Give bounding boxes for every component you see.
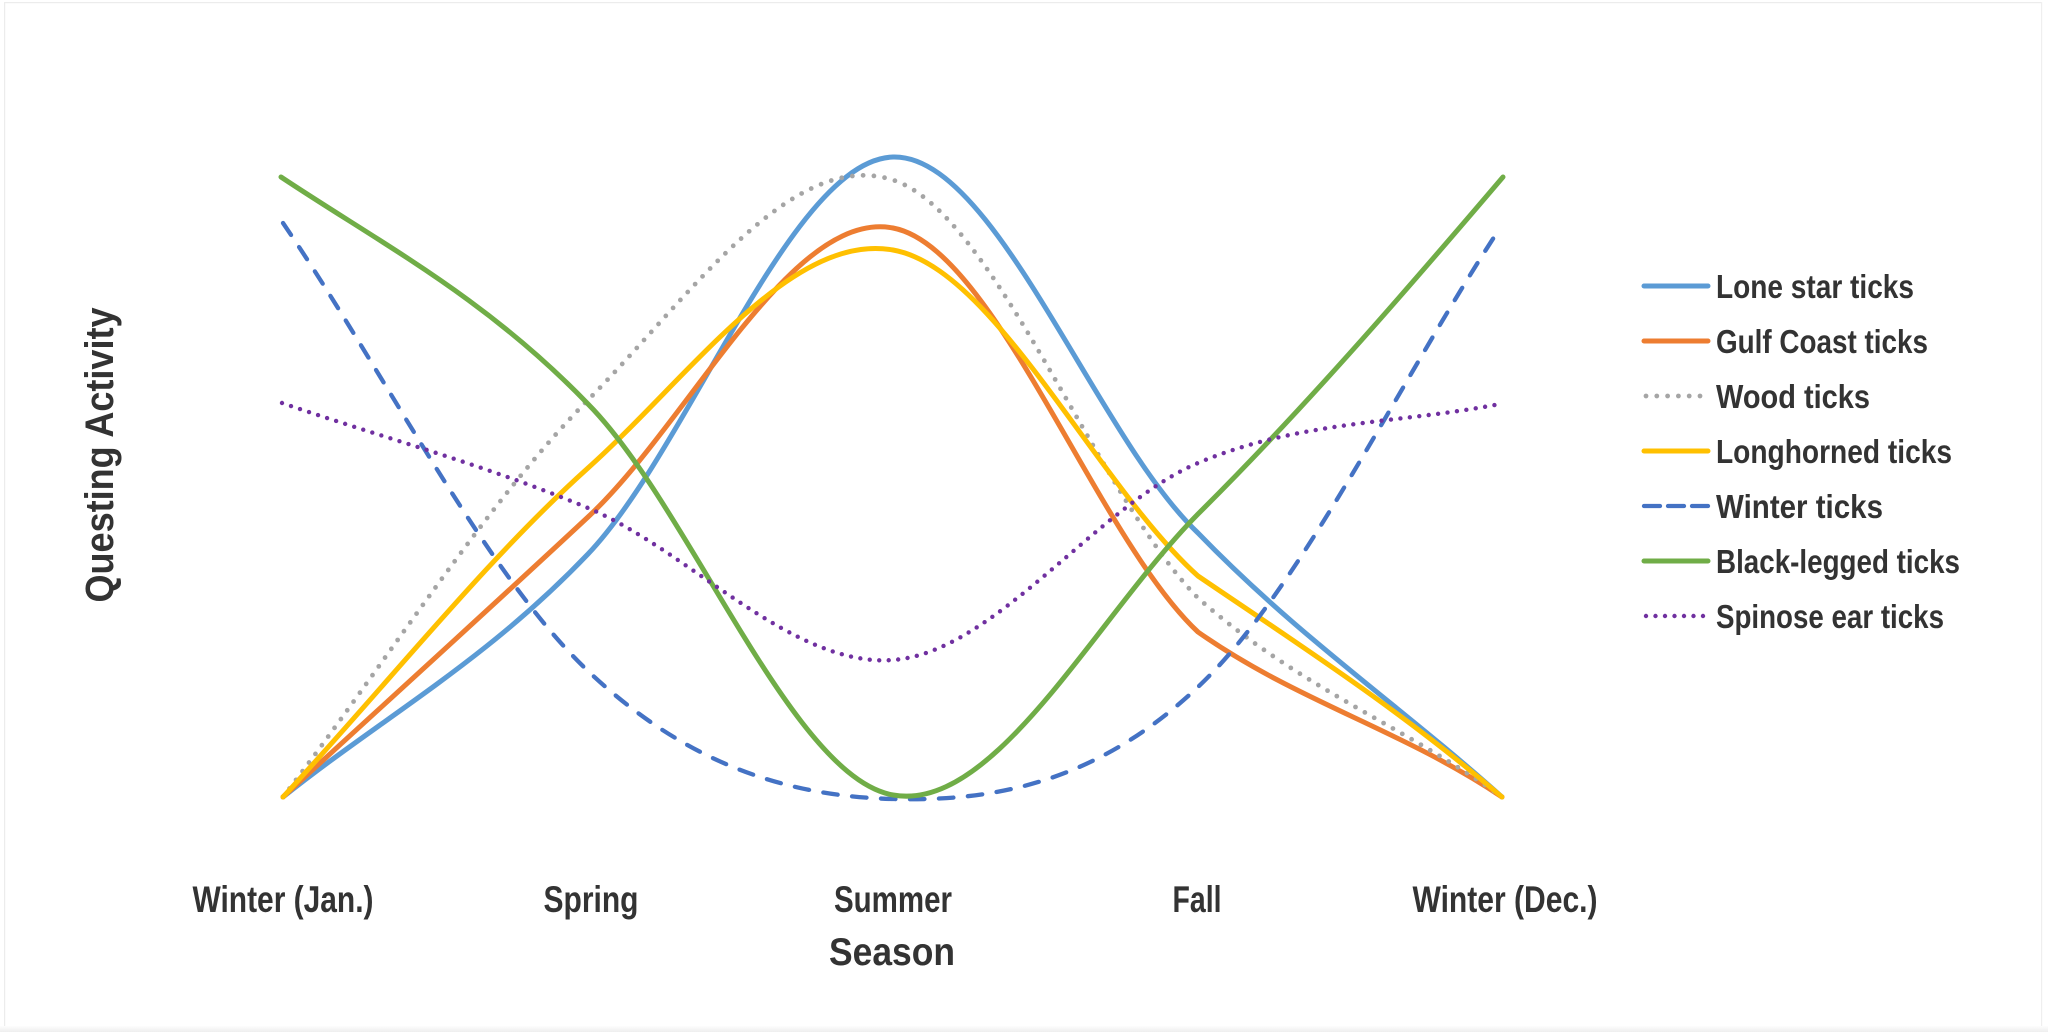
svg-text:Black-legged ticks: Black-legged ticks	[1716, 543, 1960, 580]
svg-text:Fall: Fall	[1173, 879, 1222, 920]
svg-text:Wood ticks: Wood ticks	[1716, 378, 1870, 415]
svg-text:Lone star ticks: Lone star ticks	[1716, 268, 1914, 305]
svg-text:Winter (Jan.): Winter (Jan.)	[193, 879, 374, 920]
svg-text:Gulf Coast ticks: Gulf Coast ticks	[1716, 323, 1928, 360]
svg-text:Longhorned ticks: Longhorned ticks	[1716, 433, 1952, 470]
svg-text:Winter ticks: Winter ticks	[1716, 488, 1883, 525]
svg-text:Spring: Spring	[544, 879, 639, 920]
svg-text:Season: Season	[829, 931, 955, 974]
svg-text:Spinose ear ticks: Spinose ear ticks	[1716, 598, 1944, 635]
svg-text:Summer: Summer	[834, 879, 952, 920]
svg-text:Winter (Dec.): Winter (Dec.)	[1413, 879, 1598, 920]
svg-text:Questing Activity: Questing Activity	[78, 307, 122, 603]
